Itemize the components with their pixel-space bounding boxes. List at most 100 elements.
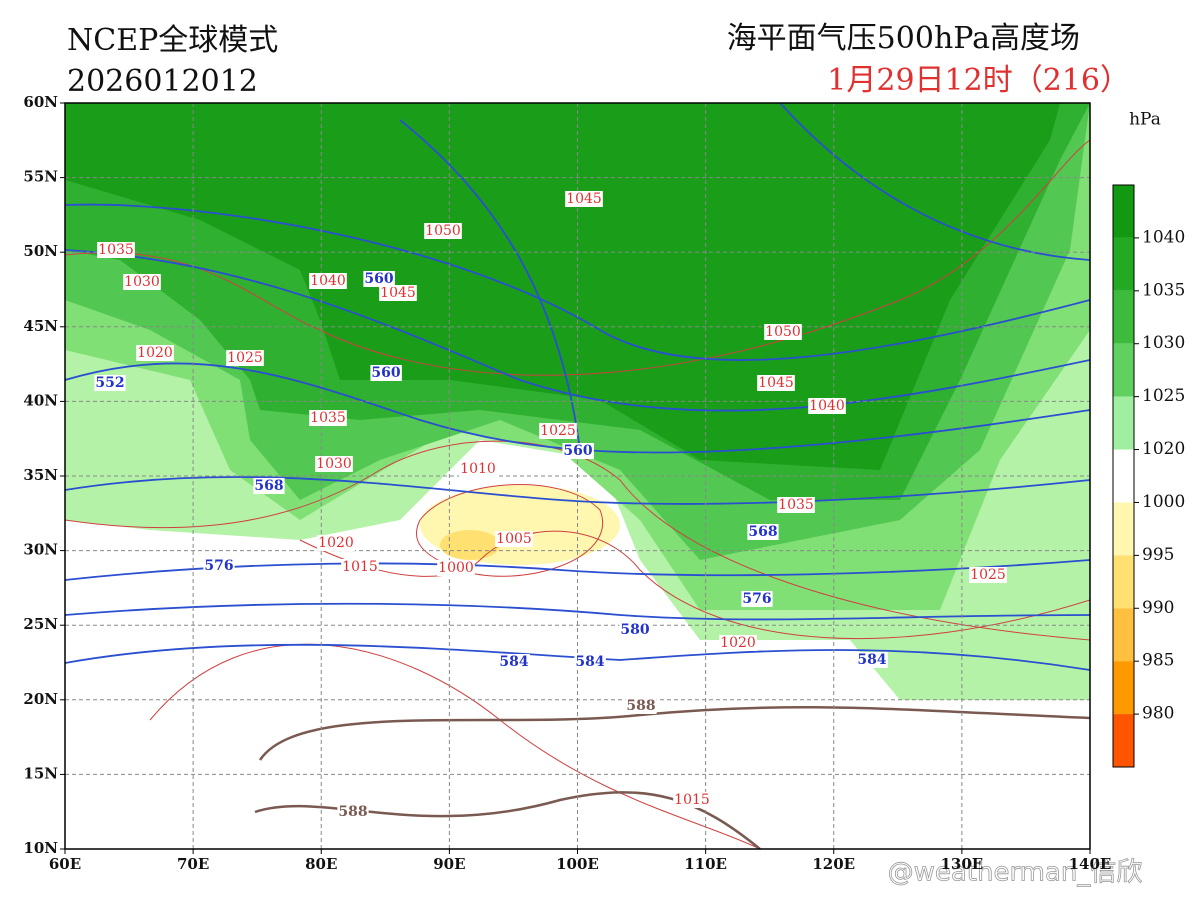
pressure-label: 1025 <box>970 567 1006 583</box>
grid <box>65 103 1090 849</box>
colorbar-label: 1035 <box>1142 280 1185 300</box>
label-bg <box>203 558 235 574</box>
colorbar-label: 980 <box>1142 704 1174 724</box>
label-bg <box>625 698 657 714</box>
pressure-label: 1020 <box>318 535 354 551</box>
colorbar-swatch <box>1113 555 1134 609</box>
colorbar-frame <box>1112 184 1135 768</box>
label-bg <box>309 273 347 289</box>
label-bg <box>619 622 651 638</box>
colorbar-label: 1030 <box>1142 333 1185 353</box>
lat-label: 30N <box>23 541 58 559</box>
label-bg <box>97 242 135 258</box>
colorbar-label: 995 <box>1142 545 1174 565</box>
product: 海平面气压500hPa高度场 <box>727 21 1080 56</box>
height-label: 576 <box>742 591 771 607</box>
label-bg <box>757 375 795 391</box>
label-bg <box>969 567 1007 583</box>
pressure-label: 1010 <box>460 461 496 477</box>
colorbar-swatch <box>1113 185 1134 238</box>
label-bg <box>370 365 402 381</box>
label-bg <box>764 324 802 340</box>
colorbar-swatch <box>1113 396 1134 450</box>
colorbar: 1040 1035 1030 1025 1020 1000 995 990 985 980 <box>1112 184 1185 768</box>
label-bg <box>315 456 353 472</box>
label-bg <box>363 271 395 287</box>
colorbar-swatch <box>1113 608 1134 662</box>
pressure-label: 1035 <box>98 242 134 258</box>
label-bg <box>379 285 417 301</box>
colorbar-label: 1025 <box>1142 386 1185 406</box>
lat-label: 25N <box>23 615 58 633</box>
pressure-label: 1025 <box>227 350 263 366</box>
lon-label: 80E <box>305 855 337 873</box>
label-bg <box>226 350 264 366</box>
colorbar-swatch <box>1113 661 1134 715</box>
low-core <box>440 530 500 560</box>
pressure-label: 1000 <box>438 560 474 576</box>
pressure-label: 1045 <box>566 191 602 207</box>
valid-time: 1月29日12时（216） <box>827 63 1130 98</box>
lon-label: 100E <box>556 855 599 873</box>
label-bg <box>136 345 174 361</box>
label-bg <box>437 560 475 576</box>
lat-label: 40N <box>23 391 58 409</box>
label-bg <box>341 559 379 575</box>
pressure-label: 1005 <box>496 531 532 547</box>
label-bg <box>123 274 161 290</box>
lon-label: 90E <box>433 855 465 873</box>
label-bg <box>337 804 369 820</box>
label-bg <box>747 524 779 540</box>
contour-588-label: 588 <box>338 804 367 820</box>
lon-label: 130E <box>941 855 984 873</box>
label-bg <box>317 535 355 551</box>
colorbar-swatch <box>1113 343 1134 397</box>
height-label: 568 <box>748 524 777 540</box>
pressure-label: 1015 <box>674 792 710 808</box>
lat-label: 20N <box>23 690 58 708</box>
lat-label: 15N <box>23 764 58 782</box>
contour-588 <box>254 706 1090 849</box>
colorbar-swatch <box>1113 449 1134 503</box>
colorbar-swatch <box>1113 290 1134 344</box>
model: NCEP全球模式 <box>67 23 278 58</box>
lat-label: 45N <box>23 317 58 335</box>
pressure-label: 1035 <box>310 410 346 426</box>
height-contours <box>65 103 1090 671</box>
label-bg <box>562 443 594 459</box>
label-bg <box>574 654 606 670</box>
lat-label: 35N <box>23 466 58 484</box>
pressure-label: 1025 <box>540 423 576 439</box>
label-bg <box>459 461 497 477</box>
watermark: @weatherman_信欣 <box>888 858 1143 888</box>
label-bg <box>309 410 347 426</box>
pressure-label: 1040 <box>310 273 346 289</box>
lat-label: 55N <box>23 168 58 186</box>
contour-588-label: 588 <box>626 698 655 714</box>
label-bg <box>94 375 126 391</box>
lon-label: 60E <box>49 855 81 873</box>
lat-label: 10N <box>23 839 58 857</box>
pressure-label: 1040 <box>809 398 845 414</box>
label-bg <box>808 398 846 414</box>
lon-label: 70E <box>177 855 209 873</box>
height-label: 584 <box>575 654 604 670</box>
label-bg <box>495 531 533 547</box>
pressure-label: 1030 <box>124 274 160 290</box>
init-time: 2026012012 <box>67 64 258 99</box>
colorbar-swatch <box>1113 237 1134 291</box>
pressure-label: 1015 <box>342 559 378 575</box>
height-label: 560 <box>371 365 400 381</box>
height-label: 568 <box>254 478 283 494</box>
fill-1040 <box>65 103 1060 470</box>
label-bg <box>673 792 711 808</box>
colorbar-unit: hPa <box>1129 110 1161 130</box>
label-bg <box>741 591 773 607</box>
pressure-label: 1030 <box>316 456 352 472</box>
pressure-label: 1045 <box>380 285 416 301</box>
colorbar-label: 990 <box>1142 598 1174 618</box>
label-bg <box>777 497 815 513</box>
height-label: 560 <box>364 271 393 287</box>
pressure-label: 1045 <box>758 375 794 391</box>
lon-label: 110E <box>684 855 727 873</box>
